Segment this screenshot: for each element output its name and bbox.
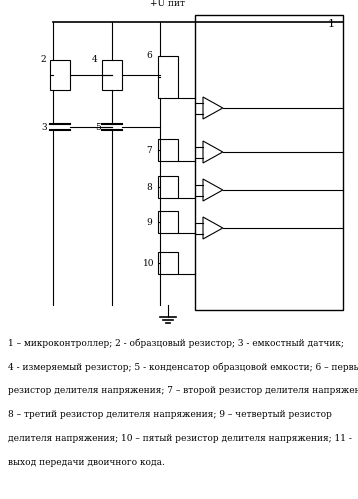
- Bar: [158, 56, 178, 98]
- Text: 5: 5: [95, 122, 101, 132]
- Text: 10: 10: [143, 258, 155, 267]
- Text: делителя напряжения; 10 – пятый резистор делителя напряжения; 11 -: делителя напряжения; 10 – пятый резистор…: [8, 434, 352, 443]
- Bar: [158, 252, 178, 274]
- Text: 9: 9: [146, 218, 152, 227]
- Bar: [158, 211, 178, 233]
- Bar: [102, 60, 122, 90]
- Text: 8 – третий резистор делителя напряжения; 9 – четвертый резистор: 8 – третий резистор делителя напряжения;…: [8, 410, 332, 419]
- Text: резистор делителя напряжения; 7 – второй резистор делителя напряжения;: резистор делителя напряжения; 7 – второй…: [8, 386, 358, 395]
- Text: 4 - измеряемый резистор; 5 - конденсатор образцовой емкости; 6 – первый: 4 - измеряемый резистор; 5 - конденсатор…: [8, 362, 358, 371]
- Text: +U пит: +U пит: [150, 0, 185, 8]
- Text: 1: 1: [328, 19, 335, 29]
- Text: 3: 3: [41, 122, 47, 132]
- Bar: [158, 139, 178, 161]
- Text: 2: 2: [40, 54, 46, 63]
- Text: 6: 6: [146, 50, 152, 59]
- Bar: [50, 60, 70, 90]
- Text: 7: 7: [146, 146, 152, 155]
- Text: 8: 8: [146, 183, 152, 192]
- Bar: [195, 15, 343, 310]
- Text: выход передачи двоичного кода.: выход передачи двоичного кода.: [8, 458, 165, 467]
- Text: 4: 4: [92, 54, 98, 63]
- Text: 1 – микроконтроллер; 2 - образцовый резистор; 3 - емкостный датчик;: 1 – микроконтроллер; 2 - образцовый рези…: [8, 338, 344, 347]
- Bar: [158, 176, 178, 198]
